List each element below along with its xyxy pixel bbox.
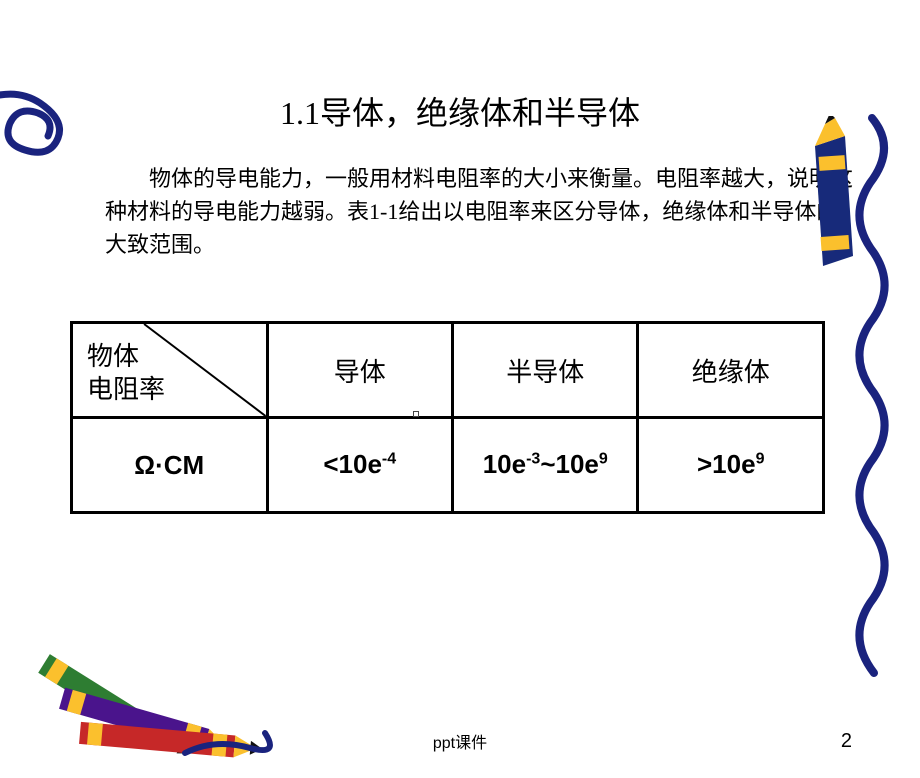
slide-body-text: 物体的导电能力，一般用材料电阻率的大小来衡量。电阻率越大，说明这种材料的导电能力… xyxy=(105,162,855,261)
crayons-bottom-icon xyxy=(5,618,295,758)
slide-title: 1.1导体，绝缘体和半导体 xyxy=(0,88,920,134)
table-row: Ω·CM <10e-4 10e-3~10e9 >10e9 xyxy=(72,418,824,513)
scribble-right xyxy=(842,108,902,708)
table-value-cell: 10e-3~10e9 xyxy=(453,418,638,513)
table-header-cell: 绝缘体 xyxy=(638,323,824,418)
footer-label: ppt课件 xyxy=(433,729,487,753)
table-unit-cell: Ω·CM xyxy=(72,418,268,513)
resistivity-table: 物体 电阻率 导体 半导体 绝缘体 Ω·CM <10e-4 10e-3~10e9… xyxy=(70,321,825,514)
table-diagonal-header: 物体 电阻率 xyxy=(72,323,268,418)
table-header-cell: 导体 xyxy=(267,323,452,418)
page-number: 2 xyxy=(841,730,852,753)
table-row: 物体 电阻率 导体 半导体 绝缘体 xyxy=(72,323,824,418)
diag-label-top: 物体 xyxy=(87,336,139,373)
table-value-cell: <10e-4 xyxy=(267,418,452,513)
diag-label-bottom: 电阻率 xyxy=(87,369,165,406)
table-value-cell: >10e9 xyxy=(638,418,824,513)
scribble-top-left xyxy=(0,88,105,173)
table-header-cell: 半导体 xyxy=(453,323,638,418)
